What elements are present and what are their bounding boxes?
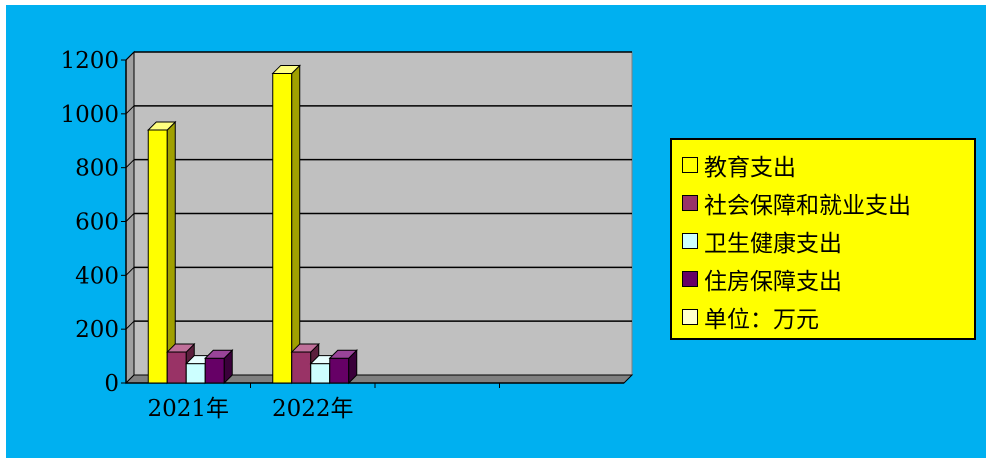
legend-swatch xyxy=(682,271,698,287)
bar xyxy=(147,120,177,385)
bar xyxy=(204,349,234,385)
gridline-side xyxy=(125,213,135,222)
legend-item-series-0: 教育支出 xyxy=(682,146,974,184)
legend-label: 教育支出 xyxy=(704,155,796,181)
bar-front xyxy=(291,351,312,384)
legend-label: 卫生健康支出 xyxy=(704,231,842,257)
bar-front xyxy=(166,351,187,384)
y-tick-label: 600 xyxy=(75,210,119,236)
legend-label: 住房保障支出 xyxy=(704,269,842,295)
bar-front xyxy=(329,357,350,384)
bar xyxy=(328,349,358,385)
bar-front xyxy=(272,72,293,384)
gridline-side xyxy=(125,320,135,330)
x-category-label: 2022年 xyxy=(272,396,354,422)
legend-item-series-3: 住房保障支出 xyxy=(682,260,974,298)
x-axis-labels: 2021年 2022年 xyxy=(147,396,353,422)
y-axis-ticks: 0 200 400 600 800 1000 1200 xyxy=(60,48,624,397)
gridline-side xyxy=(125,266,135,276)
bar-side xyxy=(291,64,301,385)
chart-area: 0 200 400 600 800 1000 1200 2021年 2022年 教育支出 社会… xyxy=(6,5,986,458)
bar-top xyxy=(290,343,320,353)
x-category-label: 2021年 xyxy=(147,396,229,422)
bar-front xyxy=(185,363,206,384)
legend: 教育支出 社会保障和就业支出 卫生健康支出 住房保障支出 单位：万元 xyxy=(670,138,976,340)
bar-top xyxy=(328,349,358,359)
gridlines xyxy=(125,51,632,330)
legend-swatch xyxy=(682,233,698,249)
bar-top xyxy=(271,64,301,74)
bar xyxy=(271,64,301,385)
bar-front xyxy=(310,363,331,384)
plot-wall xyxy=(124,50,634,385)
y-tick-label: 0 xyxy=(104,371,119,397)
y-tick-label: 200 xyxy=(75,317,119,343)
legend-label: 社会保障和就业支出 xyxy=(704,193,911,219)
legend-swatch xyxy=(682,157,698,173)
bar-top xyxy=(166,343,196,353)
gridline-side xyxy=(125,105,135,115)
bar-front xyxy=(204,357,225,384)
legend-swatch xyxy=(682,195,698,211)
legend-swatch xyxy=(682,309,698,325)
bar-top xyxy=(204,349,234,359)
gridline-side xyxy=(125,159,135,169)
legend-label: 单位：万元 xyxy=(704,307,819,333)
legend-item-series-1: 社会保障和就业支出 xyxy=(682,184,974,222)
bar-side xyxy=(166,120,176,385)
bar-top xyxy=(147,121,177,131)
bar-front xyxy=(147,129,168,384)
y-tick-label: 1200 xyxy=(60,48,119,74)
gridline-side xyxy=(125,51,135,61)
y-tick-label: 400 xyxy=(75,263,119,289)
legend-item-series-2: 卫生健康支出 xyxy=(682,222,974,260)
y-tick-label: 800 xyxy=(75,156,119,182)
legend-item-unit: 单位：万元 xyxy=(682,298,974,336)
bar-chart: 0 200 400 600 800 1000 1200 2021年 2022年 xyxy=(60,48,634,422)
y-tick-label: 1000 xyxy=(60,102,119,128)
bars xyxy=(147,64,358,385)
